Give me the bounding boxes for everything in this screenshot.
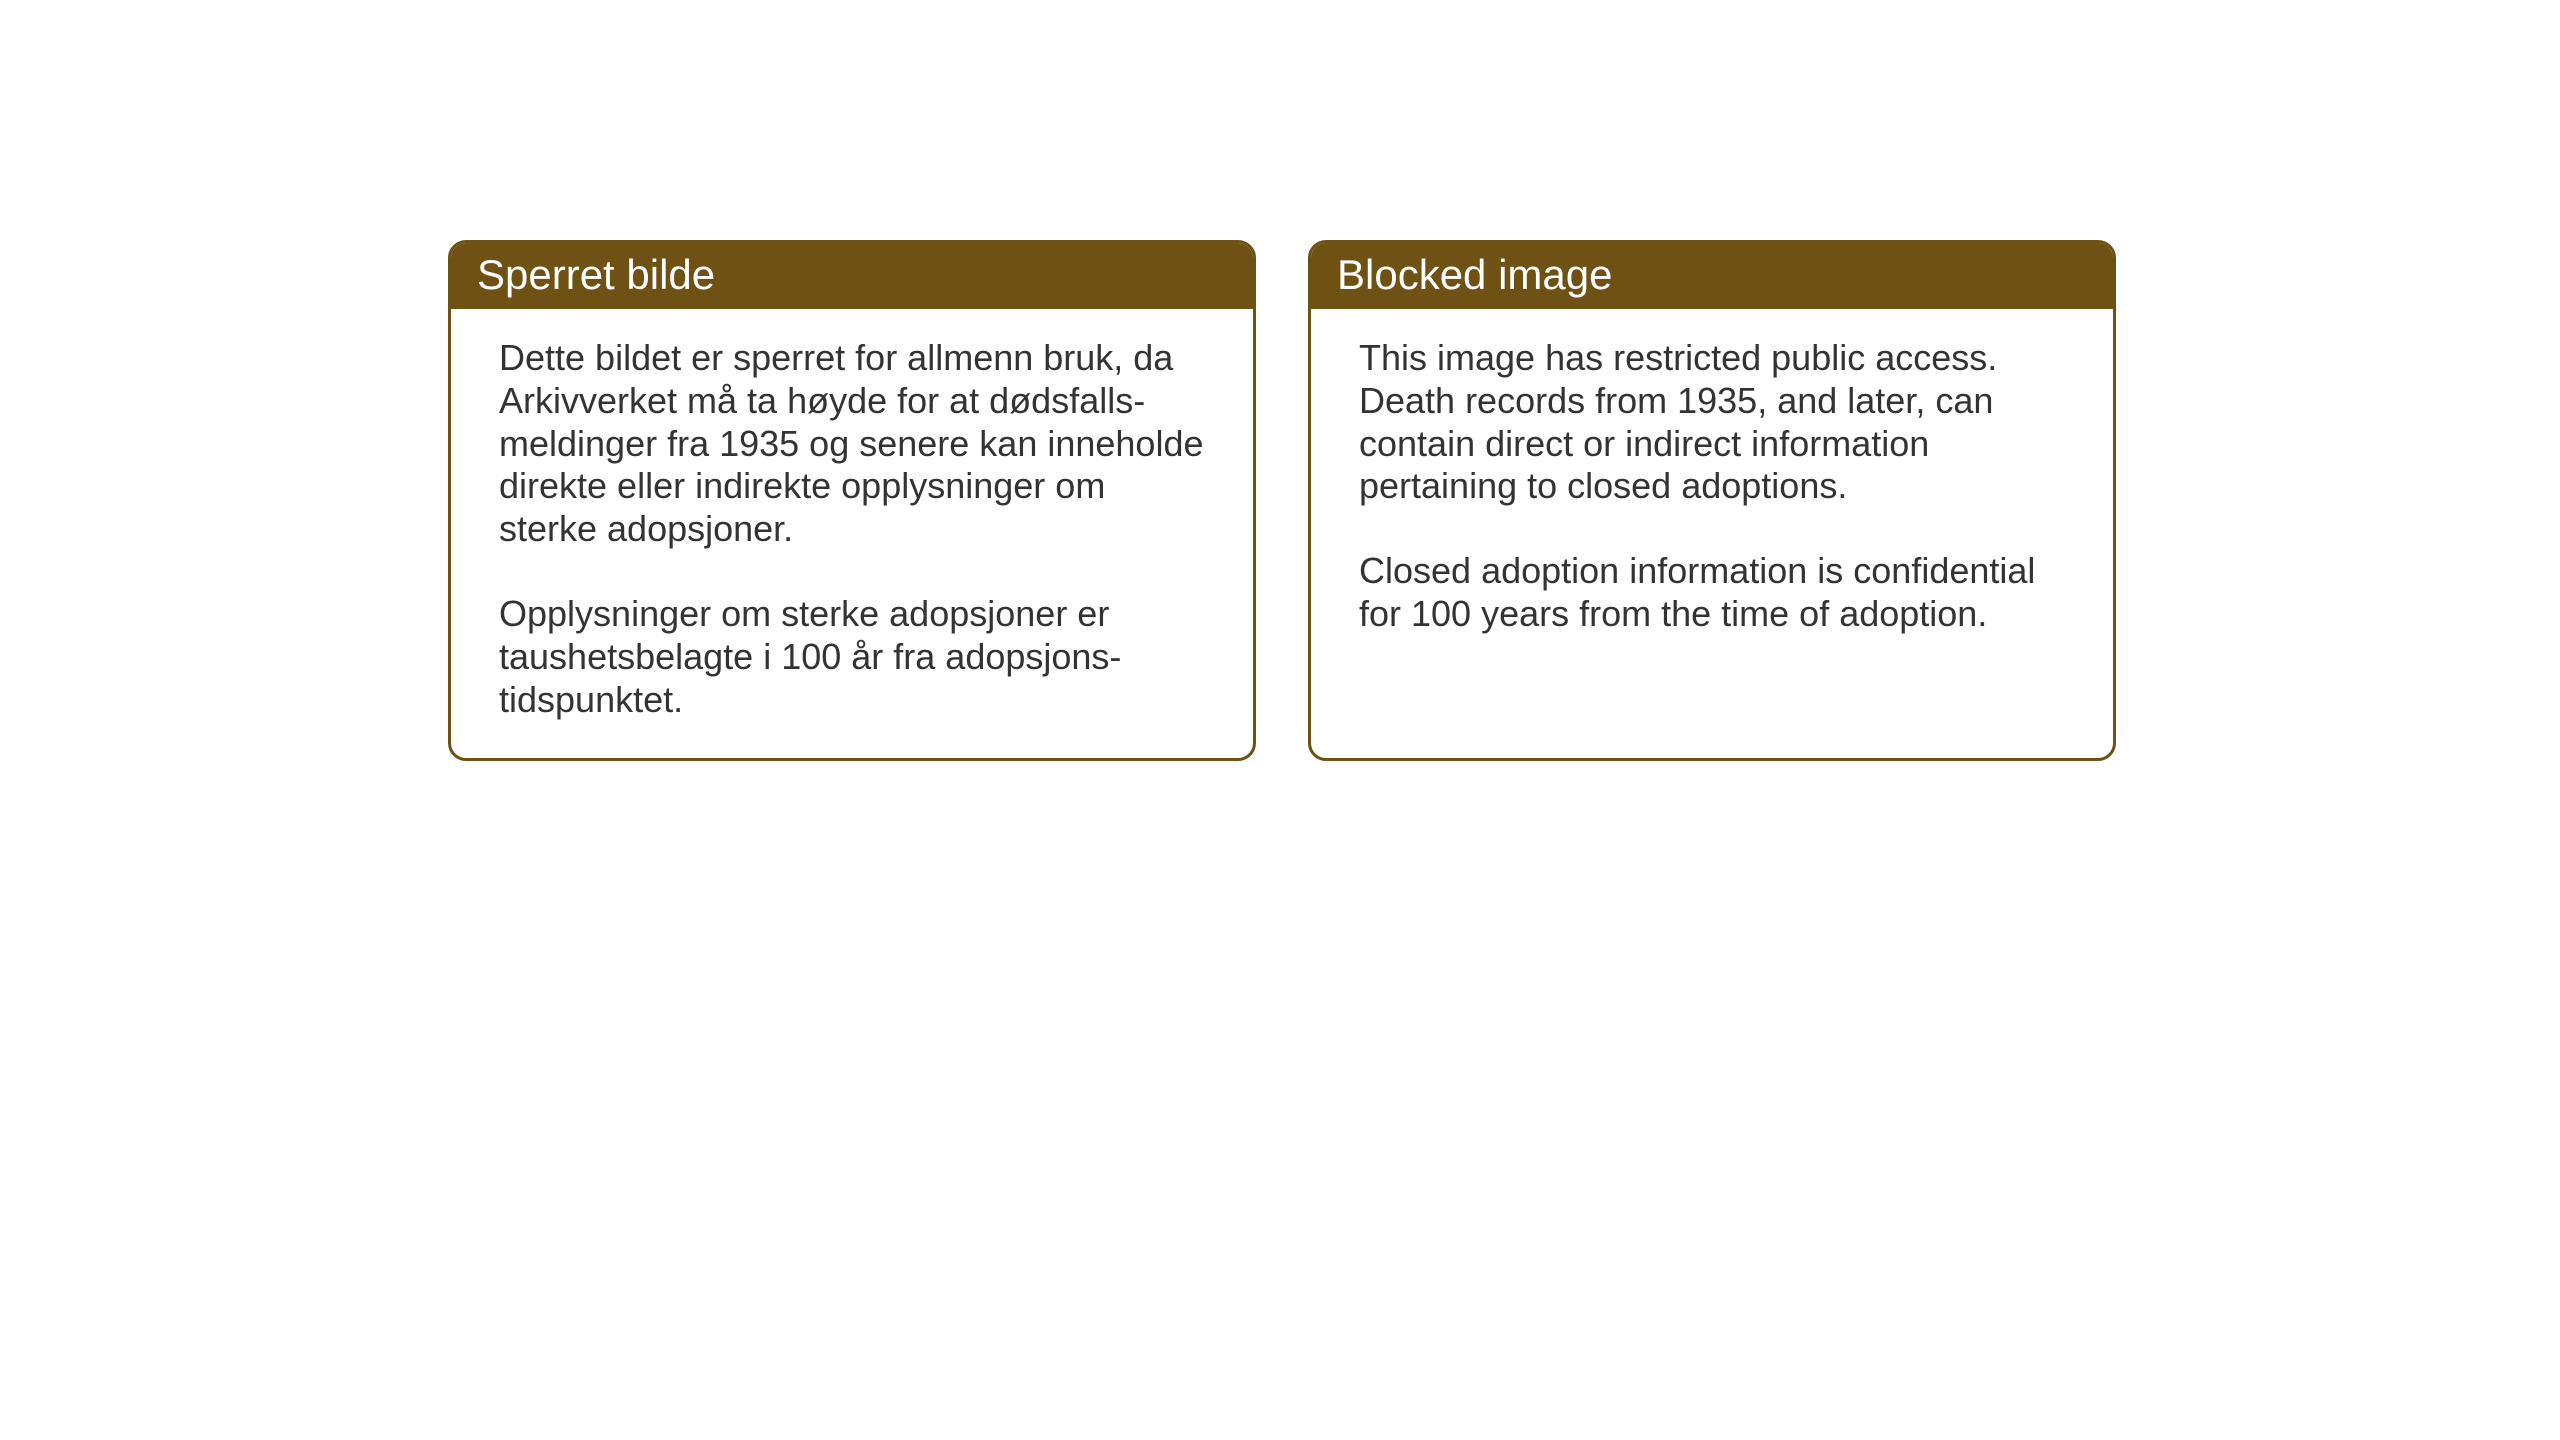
english-paragraph-2: Closed adoption information is confident… <box>1359 550 2065 636</box>
norwegian-paragraph-2: Opplysninger om sterke adopsjoner er tau… <box>499 593 1205 721</box>
english-card-body: This image has restricted public access.… <box>1311 309 2113 672</box>
norwegian-paragraph-1: Dette bildet er sperret for allmenn bruk… <box>499 337 1205 551</box>
norwegian-card-body: Dette bildet er sperret for allmenn bruk… <box>451 309 1253 758</box>
norwegian-card: Sperret bilde Dette bildet er sperret fo… <box>448 240 1256 761</box>
english-card: Blocked image This image has restricted … <box>1308 240 2116 761</box>
norwegian-card-header: Sperret bilde <box>451 243 1253 309</box>
cards-container: Sperret bilde Dette bildet er sperret fo… <box>448 240 2116 761</box>
english-paragraph-1: This image has restricted public access.… <box>1359 337 2065 508</box>
english-card-header: Blocked image <box>1311 243 2113 309</box>
english-card-title: Blocked image <box>1337 251 1612 298</box>
norwegian-card-title: Sperret bilde <box>477 251 715 298</box>
